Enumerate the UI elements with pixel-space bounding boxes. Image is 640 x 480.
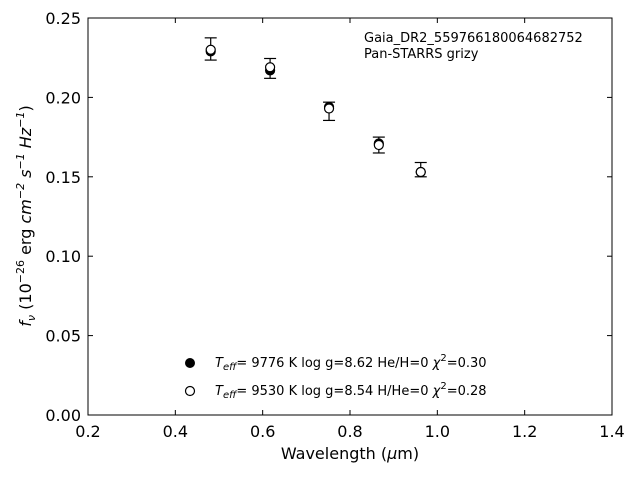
legend-marker-open <box>184 385 196 397</box>
y-tick-label: 0.25 <box>45 9 81 28</box>
x-tick-label: 1.4 <box>599 422 624 441</box>
x-tick-label: 0.4 <box>163 422 188 441</box>
x-tick-label: 0.8 <box>337 422 362 441</box>
data-point-open <box>373 139 384 151</box>
x-axis-label: Wavelength (μm) <box>281 444 419 463</box>
x-tick-label: 0.2 <box>75 422 100 441</box>
y-tick-label: 0.20 <box>45 88 81 107</box>
y-tick-label: 0.15 <box>45 168 81 187</box>
data-point-open <box>415 166 426 178</box>
y-axis-ticks: 0.00 0.05 0.10 0.15 0.20 0.25 <box>45 9 612 425</box>
y-tick-label: 0.10 <box>45 247 81 266</box>
data-points <box>205 44 426 178</box>
legend-marker-filled <box>185 358 195 368</box>
data-point-open <box>264 62 276 73</box>
x-axis-ticks: 0.2 0.4 0.6 0.8 1.0 1.2 1.4 <box>75 18 625 441</box>
survey-annotation: Pan-STARRS grizy <box>364 47 479 62</box>
legend: Teff= 9776 K log g=8.62 He/H=0 χ2=0.30 T… <box>184 353 487 401</box>
y-tick-label: 0.00 <box>45 406 81 425</box>
object-name-annotation: Gaia_DR2_559766180064682752 <box>364 31 583 46</box>
y-tick-label: 0.05 <box>45 327 81 346</box>
data-point-open <box>323 103 335 114</box>
legend-entry-1: Teff= 9776 K log g=8.62 He/H=0 χ2=0.30 <box>215 353 487 373</box>
x-tick-label: 1.0 <box>425 422 450 441</box>
x-tick-label: 1.2 <box>512 422 537 441</box>
data-point-open <box>205 44 216 55</box>
x-tick-label: 0.6 <box>250 422 275 441</box>
legend-entry-2: Teff= 9530 K log g=8.54 H/He=0 χ2=0.28 <box>215 381 487 401</box>
y-axis-label: fν (10−26 erg cm−2 s−1 Hz−1) <box>14 105 38 326</box>
